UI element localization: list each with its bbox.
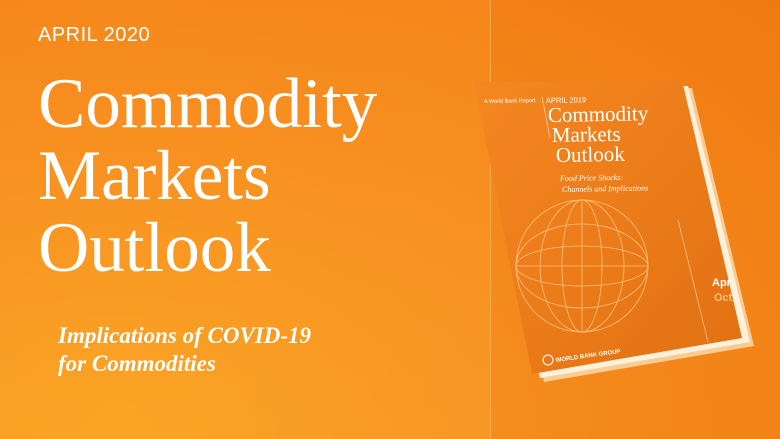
cover-subtitle-line: Channels and Implications — [562, 183, 648, 194]
title-line: Commodity — [38, 65, 378, 143]
subtitle: Implications of COVID-19 for Commodities — [58, 322, 311, 378]
cover-tab-label: Oct — [714, 292, 733, 304]
cover-title-line: Markets — [552, 122, 621, 147]
cover-title-line: Outlook — [556, 142, 626, 167]
cover-title-line: Commodity — [548, 101, 649, 127]
title-line: Outlook — [38, 209, 271, 287]
report-cover-image: A World Bank Report APRIL 2019 Commodity… — [474, 80, 754, 382]
cover-tab-label: Apr — [712, 277, 732, 289]
cover-series: A World Bank Report — [484, 98, 536, 105]
title-line: Markets — [38, 137, 271, 215]
world-bank-logo-icon — [542, 354, 554, 366]
subtitle-line: Implications of COVID-19 — [58, 323, 312, 348]
panel-divider — [490, 0, 491, 439]
globe-icon — [515, 199, 649, 333]
subtitle-line: for Commodities — [58, 351, 216, 376]
publication-date: APRIL 2020 — [38, 24, 151, 46]
cover-subtitle-line: Food Price Shocks: — [559, 173, 624, 183]
title-panel — [0, 0, 490, 439]
cover-date: APRIL 2019 — [546, 95, 586, 105]
page-title: Commodity Markets Outlook — [38, 68, 377, 284]
